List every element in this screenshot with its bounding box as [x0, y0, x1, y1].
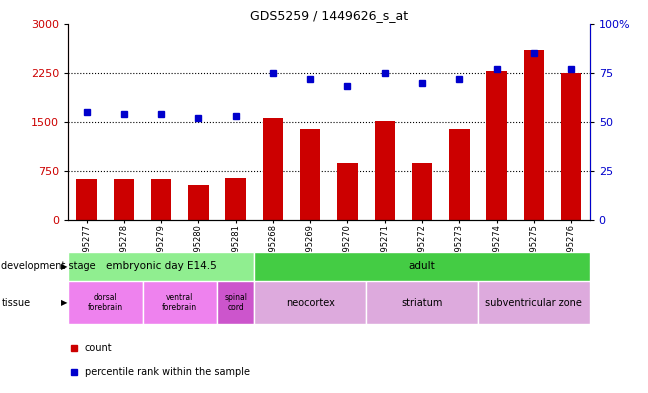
Bar — [411, 163, 432, 220]
Text: dorsal
forebrain: dorsal forebrain — [87, 293, 123, 312]
Bar — [337, 163, 358, 220]
Bar — [76, 180, 97, 220]
Bar — [262, 118, 283, 220]
Bar — [143, 281, 217, 324]
Bar — [375, 121, 395, 220]
Bar — [300, 129, 321, 220]
Text: embryonic day E14.5: embryonic day E14.5 — [106, 261, 216, 271]
Bar — [561, 73, 581, 220]
Title: GDS5259 / 1449626_s_at: GDS5259 / 1449626_s_at — [249, 9, 408, 22]
Text: neocortex: neocortex — [286, 298, 334, 308]
Text: adult: adult — [409, 261, 435, 271]
Bar — [486, 71, 507, 220]
Bar — [151, 180, 172, 220]
Text: spinal
cord: spinal cord — [224, 293, 247, 312]
Text: ▶: ▶ — [61, 298, 67, 307]
Text: striatum: striatum — [401, 298, 443, 308]
Text: ventral
forebrain: ventral forebrain — [162, 293, 198, 312]
Bar — [113, 179, 134, 220]
Text: count: count — [85, 343, 113, 353]
Text: development stage: development stage — [1, 261, 96, 271]
Bar — [449, 129, 470, 220]
Bar — [68, 281, 143, 324]
Text: subventricular zone: subventricular zone — [485, 298, 582, 308]
Text: tissue: tissue — [1, 298, 30, 308]
Bar — [217, 281, 254, 324]
Bar — [188, 185, 209, 220]
Bar — [366, 281, 478, 324]
Bar — [478, 281, 590, 324]
Bar — [68, 252, 254, 281]
Text: percentile rank within the sample: percentile rank within the sample — [85, 367, 250, 377]
Bar — [254, 252, 590, 281]
Text: ▶: ▶ — [61, 262, 67, 271]
Bar — [524, 50, 544, 220]
Bar — [226, 178, 246, 220]
Bar — [254, 281, 366, 324]
